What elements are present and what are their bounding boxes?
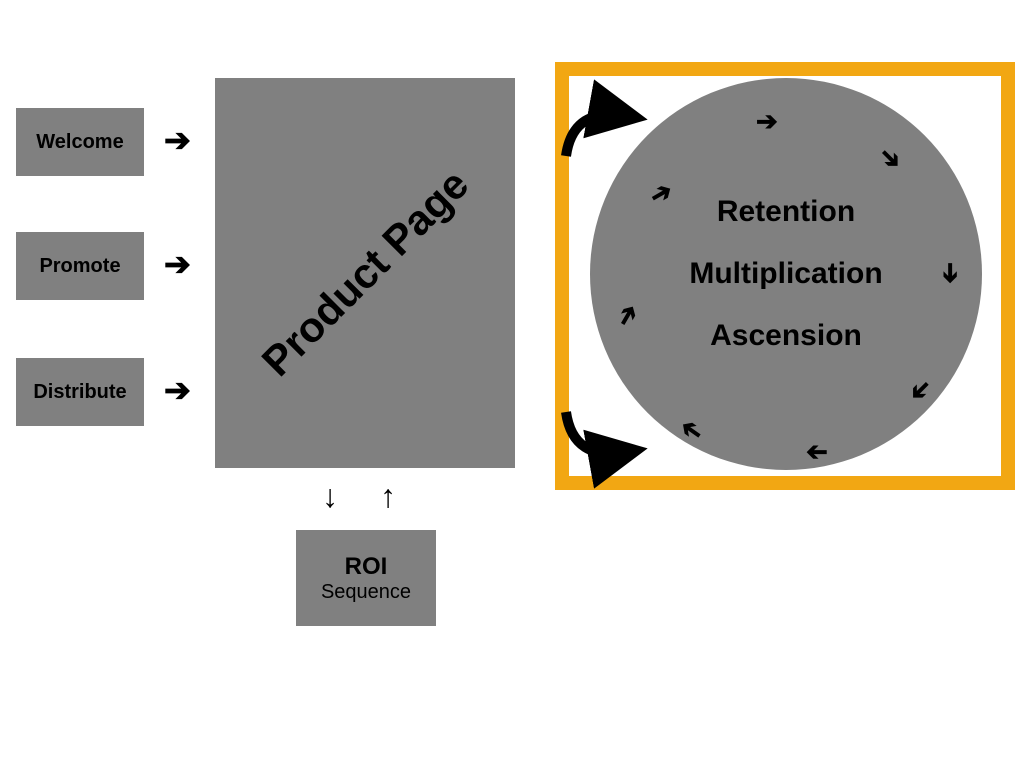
circle-text-line: Ascension — [710, 319, 862, 353]
cycle-circle: Retention Multiplication Ascension — [590, 78, 982, 470]
roi-label-line2: Sequence — [321, 581, 411, 604]
roi-sequence-box: ROI Sequence — [296, 530, 436, 626]
curved-arrow-bottom-icon — [558, 400, 648, 470]
circle-text-line: Retention — [717, 195, 855, 229]
side-box-label: Welcome — [36, 131, 123, 154]
product-page-label: Product Page — [252, 160, 477, 385]
side-box-distribute: Distribute — [16, 358, 144, 426]
product-page-box: Product Page — [215, 78, 515, 468]
curved-arrow-top-icon — [558, 98, 648, 168]
cycle-arrow-icon: ➔ — [806, 440, 828, 466]
arrow-right-icon: ➔ — [164, 124, 191, 156]
cycle-arrow-icon: ➔ — [938, 262, 964, 284]
arrow-right-icon: ➔ — [164, 248, 191, 280]
roi-label-line1: ROI — [321, 553, 411, 581]
side-box-promote: Promote — [16, 232, 144, 300]
side-box-welcome: Welcome — [16, 108, 144, 176]
arrow-right-icon: ➔ — [164, 374, 191, 406]
cycle-arrow-icon: ➔ — [756, 108, 778, 134]
arrow-down-icon: ↓ — [322, 480, 338, 512]
circle-text-line: Multiplication — [689, 257, 882, 291]
arrow-up-icon: ↑ — [380, 480, 396, 512]
side-box-label: Distribute — [33, 381, 126, 404]
side-box-label: Promote — [39, 255, 120, 278]
